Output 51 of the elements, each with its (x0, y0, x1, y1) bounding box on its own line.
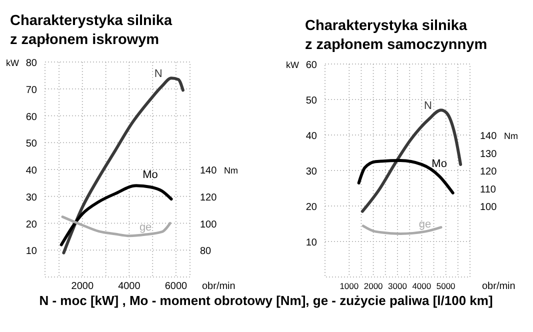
y-tick-label: 70 (26, 84, 38, 96)
y-tick-label: 30 (26, 192, 38, 204)
y-tick-label: 60 (306, 60, 318, 71)
y-tick-label: 20 (306, 202, 318, 213)
x-tick-label: 5000 (436, 281, 456, 291)
text: N - moc [kW] , Mo - moment obrotowy [Nm], ge - zużycie paliwa [l/100 km] (39, 293, 493, 308)
y2-tick-label: 120 (480, 166, 498, 178)
series-label: N (424, 100, 432, 112)
y-tick-label: 80 (26, 58, 38, 69)
x-tick-label: 4000 (118, 281, 141, 292)
y2-tick-label: 120 (200, 192, 218, 204)
y2-tick-label: 140 (200, 166, 218, 176)
y-tick-label: 50 (306, 96, 318, 106)
y-tick-label: 40 (306, 131, 318, 142)
y-axis-title: kW (286, 60, 300, 70)
y2-tick-label: 130 (480, 148, 498, 160)
line-series (61, 216, 172, 238)
y-tick-label: 60 (26, 112, 38, 123)
y-tick-label: 30 (306, 166, 318, 178)
y2-tick-label: 80 (200, 246, 212, 258)
x-axis-title: obr/min (482, 281, 516, 292)
series-label: Mo (432, 158, 447, 170)
y-tick-label: 20 (26, 219, 38, 230)
x-tick-label: 2000 (71, 281, 94, 292)
x-tick-label: 1000 (340, 281, 359, 291)
line-series (357, 159, 454, 194)
series-label: ge (139, 222, 152, 234)
y-axis-title: kW (6, 58, 20, 68)
y2-axis-title: Nm (224, 166, 238, 176)
y-tick-label: 10 (26, 246, 38, 258)
series-label: N (154, 68, 162, 80)
chart-title: Charakterystyka silnika z zapłonem samoczynnym (305, 18, 488, 53)
y-tick-label: 50 (26, 138, 38, 150)
y2-tick-label: 140 (480, 131, 498, 142)
y2-tick-label: 110 (480, 184, 496, 196)
y-tick-label: 10 (306, 238, 318, 248)
y-tick-label: 40 (26, 166, 38, 176)
y2-tick-label: 100 (200, 219, 218, 230)
series-label: Mo (142, 168, 158, 181)
line-series (360, 108, 462, 213)
x-tick-label: 3000 (388, 281, 408, 291)
line-series (62, 76, 184, 254)
line-series (60, 184, 173, 246)
y2-tick-label: 100 (480, 202, 498, 213)
x-tick-label: 4000 (412, 281, 432, 291)
x-tick-label: 2000 (364, 281, 384, 291)
x-axis-title: obr/min (202, 281, 236, 292)
series-label: ge (418, 218, 432, 231)
x-tick-label: 6000 (164, 281, 188, 292)
y2-axis-title: Nm (504, 131, 518, 141)
chart-title: Charakterystyka silnika z zapłonem iskrowym (10, 13, 173, 48)
